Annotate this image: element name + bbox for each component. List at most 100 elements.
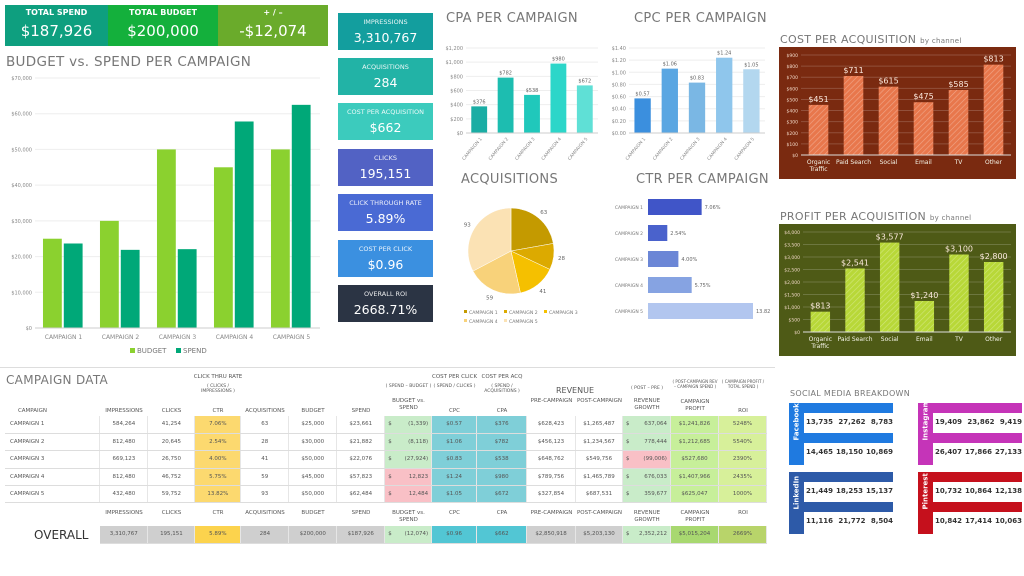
overall-column-header: ROI	[738, 510, 748, 516]
bar	[648, 199, 702, 215]
kpi-card-cost-per-acquisition: COST PER ACQUISITION $662	[338, 103, 433, 140]
social-metric-value: 15,137	[865, 487, 893, 495]
social-metric-header-bar	[933, 472, 1022, 482]
y-tick-label: $100	[787, 142, 799, 148]
cell-cpc: $0.57	[431, 416, 478, 434]
x-tick-label: CAMPAIGN 4	[216, 334, 254, 341]
kpi-card-value: 5.89%	[365, 211, 406, 226]
bar	[648, 225, 668, 241]
currency-symbol: $	[388, 439, 392, 446]
column-header: CPA	[496, 408, 508, 414]
cell-cpa: $782	[476, 433, 528, 452]
data-label: $475	[913, 92, 933, 101]
y-tick-label: $0	[792, 153, 798, 159]
cell-revenue-growth: $778,444	[622, 433, 671, 452]
social-network-side: Pinterest	[918, 472, 933, 534]
cell-pre-campaign: $648,762	[526, 450, 577, 469]
column-header: CAMPAIGN PROFIT	[680, 399, 710, 412]
campaign-data-title: CAMPAIGN DATA	[6, 373, 109, 387]
y-tick-label: $3,000	[784, 255, 800, 261]
overall-campaign-profit: $5,015,204	[670, 526, 719, 544]
column-header: SPEND	[351, 408, 371, 414]
data-label: $711	[843, 66, 863, 75]
cpa-channel-subtitle: by channel	[920, 37, 962, 45]
data-label: $451	[808, 95, 828, 104]
column-header: BUDGET vs. SPEND	[392, 398, 425, 411]
cell-budget-vs-spend: $ (8,118)	[384, 433, 433, 452]
column-header: CTR	[212, 408, 224, 414]
bar-budget	[270, 149, 290, 328]
cpa-per-campaign-chart: $0 $200 $400 $600 $800 $1,000 $1,200 $376 CAMPAI…	[446, 46, 598, 162]
kpi-card-value: 284	[373, 75, 398, 90]
legend-label: CAMPAIGN 4	[469, 319, 498, 325]
section-divider	[0, 367, 775, 368]
y-tick-label: $40,000	[11, 183, 32, 189]
kpi-card-cost-per-click: COST PER CLICK $0.96	[338, 240, 433, 277]
total-budget-label: TOTAL BUDGET	[129, 8, 197, 17]
cell-ctr: 4.00%	[194, 450, 242, 469]
social-metric-value: 19,409	[935, 418, 963, 426]
y-tick-label: $600	[450, 89, 463, 95]
cell-campaign-profit: $1,212,685	[670, 433, 719, 452]
data-label: 5.75%	[695, 283, 711, 289]
social-metric-value: 17,866	[964, 448, 992, 456]
cell-cpa: $980	[476, 468, 528, 487]
bar-budget	[213, 167, 233, 328]
cell-spend: $21,882	[336, 433, 386, 452]
y-tick-label: $500	[787, 97, 799, 103]
cell-spend: $23,661	[336, 416, 386, 434]
social-metric-value: 10,063	[994, 517, 1022, 525]
bar	[948, 90, 969, 155]
social-card-pinterest: Pinterest 10,732 10,864 12,138 10,842 17,41…	[918, 472, 1022, 534]
y-tick-label: $600	[787, 86, 799, 92]
pie-data-label: 59	[486, 295, 493, 301]
legend-label: CAMPAIGN 5	[509, 319, 538, 325]
ctr-note-title: CLICK THRU RATE	[193, 374, 243, 380]
cell-spend: $62,484	[336, 485, 386, 504]
x-tick-label: CAMPAIGN 4	[706, 136, 729, 161]
legend-label: BUDGET	[137, 347, 167, 355]
cell-acquisitions: 28	[240, 433, 290, 452]
cpa-channel-title-text: COST PER ACQUISITION	[780, 33, 917, 46]
cell-pre-campaign: $628,423	[526, 416, 577, 434]
y-tick-label: $2,000	[784, 280, 800, 286]
y-tick-label: $3,500	[784, 243, 800, 249]
cell-acquisitions: 93	[240, 485, 290, 504]
y-tick-label: $1.40	[612, 46, 626, 52]
overall-column-header: CPC	[449, 510, 460, 516]
cell-acquisitions: 59	[240, 468, 290, 487]
bar	[810, 311, 831, 332]
social-network-side: Instagram	[918, 400, 933, 465]
cell-ctr: 13.82%	[194, 485, 242, 504]
kpi-card-acquisitions: ACQUISITIONS 284	[338, 58, 433, 95]
cell-campaign-profit: $625,047	[670, 485, 719, 504]
y-tick-label: $4,000	[784, 230, 800, 236]
cell-budget: $45,000	[288, 468, 338, 487]
bar	[716, 57, 733, 133]
cell-impressions: 812,480	[99, 468, 149, 487]
cpa-channel-title: COST PER ACQUISITION by channel	[780, 33, 962, 46]
bar	[843, 76, 864, 155]
kpi-card-value: 2668.71%	[353, 302, 418, 317]
column-header: REVENUE GROWTH	[633, 398, 661, 411]
social-metric-value: 18,150	[835, 448, 863, 456]
bar	[688, 82, 706, 133]
bar	[878, 86, 899, 155]
cell-campaign: CAMPAIGN 2	[5, 433, 101, 452]
bar	[497, 77, 514, 133]
x-tick-label: TV	[954, 336, 964, 343]
revenue-group-header: REVENUE	[555, 386, 595, 395]
bar	[550, 63, 567, 134]
currency-symbol: $	[388, 456, 392, 463]
ctr-formula: ( CLICKS / IMPRESSIONS )	[201, 384, 235, 395]
social-metric-value: 11,116	[806, 517, 834, 525]
data-label: 2.54%	[670, 231, 686, 237]
kpi-card-label: COST PER CLICK	[358, 245, 413, 253]
column-header: POST-CAMPAIGN	[576, 398, 623, 404]
y-tick-label: $0.00	[612, 131, 626, 137]
cpc-per-campaign-chart: $0.00 $0.20 $0.40 $0.60 $0.80 $1.00 $1.20 $1.40…	[612, 46, 765, 162]
cell-budget: $30,000	[288, 433, 338, 452]
data-label: 7.06%	[705, 205, 721, 211]
x-tick-label: CAMPAIGN 1	[461, 136, 484, 161]
data-label: $376	[473, 99, 486, 105]
